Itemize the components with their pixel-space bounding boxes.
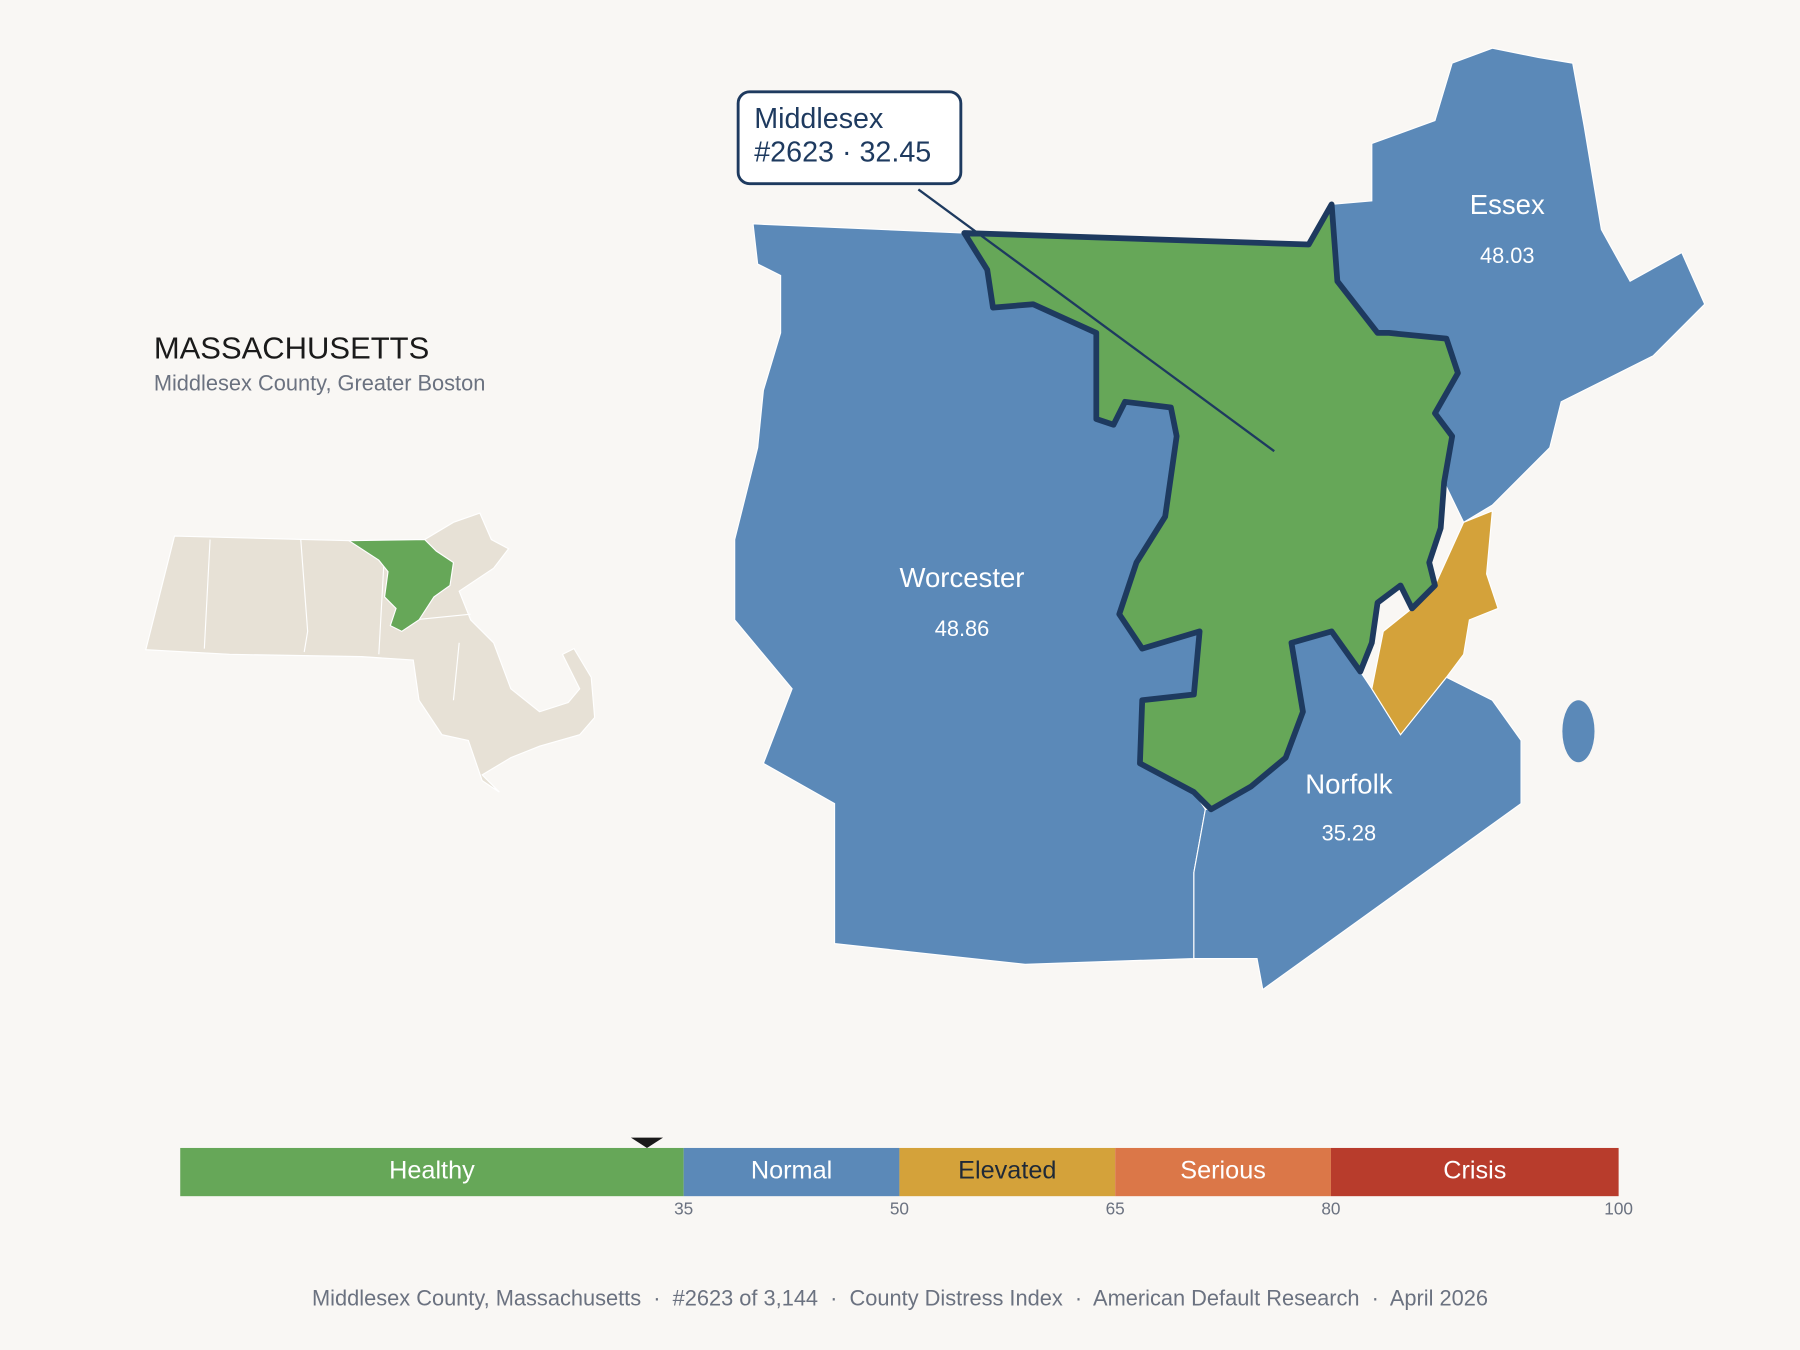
- selected-county[interactable]: [961, 201, 1461, 813]
- inset-map: [145, 512, 596, 793]
- scale-segment: [180, 1147, 684, 1197]
- title: MASSACHUSETTS: [154, 330, 429, 365]
- county-borders: [203, 539, 471, 701]
- tick-label: 100: [1604, 1198, 1633, 1218]
- callout-name: Middlesex: [754, 103, 884, 135]
- county-value: 48.03: [1480, 243, 1535, 268]
- state-shape: [145, 512, 596, 793]
- scale-marker: [630, 1137, 664, 1148]
- segment-label: Serious: [1180, 1157, 1266, 1185]
- callout-leader: [917, 188, 1275, 453]
- tick-label: 65: [1106, 1198, 1125, 1218]
- footer: Middlesex County, Massachusetts · #2623 …: [312, 1285, 1488, 1310]
- tick-label: 35: [674, 1198, 693, 1218]
- segment-label: Crisis: [1443, 1157, 1506, 1185]
- scale-segment: [1115, 1147, 1331, 1197]
- segment-label: Normal: [751, 1157, 832, 1185]
- tick-label: 50: [890, 1198, 909, 1218]
- scale-segment: [899, 1147, 1116, 1197]
- callout-detail: #2623 · 32.45: [754, 136, 931, 168]
- county-name: Essex: [1470, 189, 1545, 220]
- scale-segment: [1330, 1147, 1619, 1197]
- county-value: 35.28: [1322, 820, 1377, 845]
- inset-highlight: [347, 538, 455, 633]
- segment-label: Healthy: [389, 1157, 475, 1185]
- scale-segment: [683, 1147, 900, 1197]
- tick-label: 80: [1321, 1198, 1340, 1218]
- segment-label: Elevated: [958, 1157, 1056, 1185]
- island: [1562, 700, 1595, 763]
- county-name: Norfolk: [1305, 769, 1392, 800]
- county-name: Worcester: [899, 562, 1024, 593]
- callout-box: [736, 90, 963, 186]
- subtitle: Middlesex County, Greater Boston: [154, 370, 486, 395]
- county-value: 48.86: [935, 616, 990, 641]
- legend-scale: Healthy Normal Elevated Serious Crisis 35 50 65…: [180, 1137, 1633, 1218]
